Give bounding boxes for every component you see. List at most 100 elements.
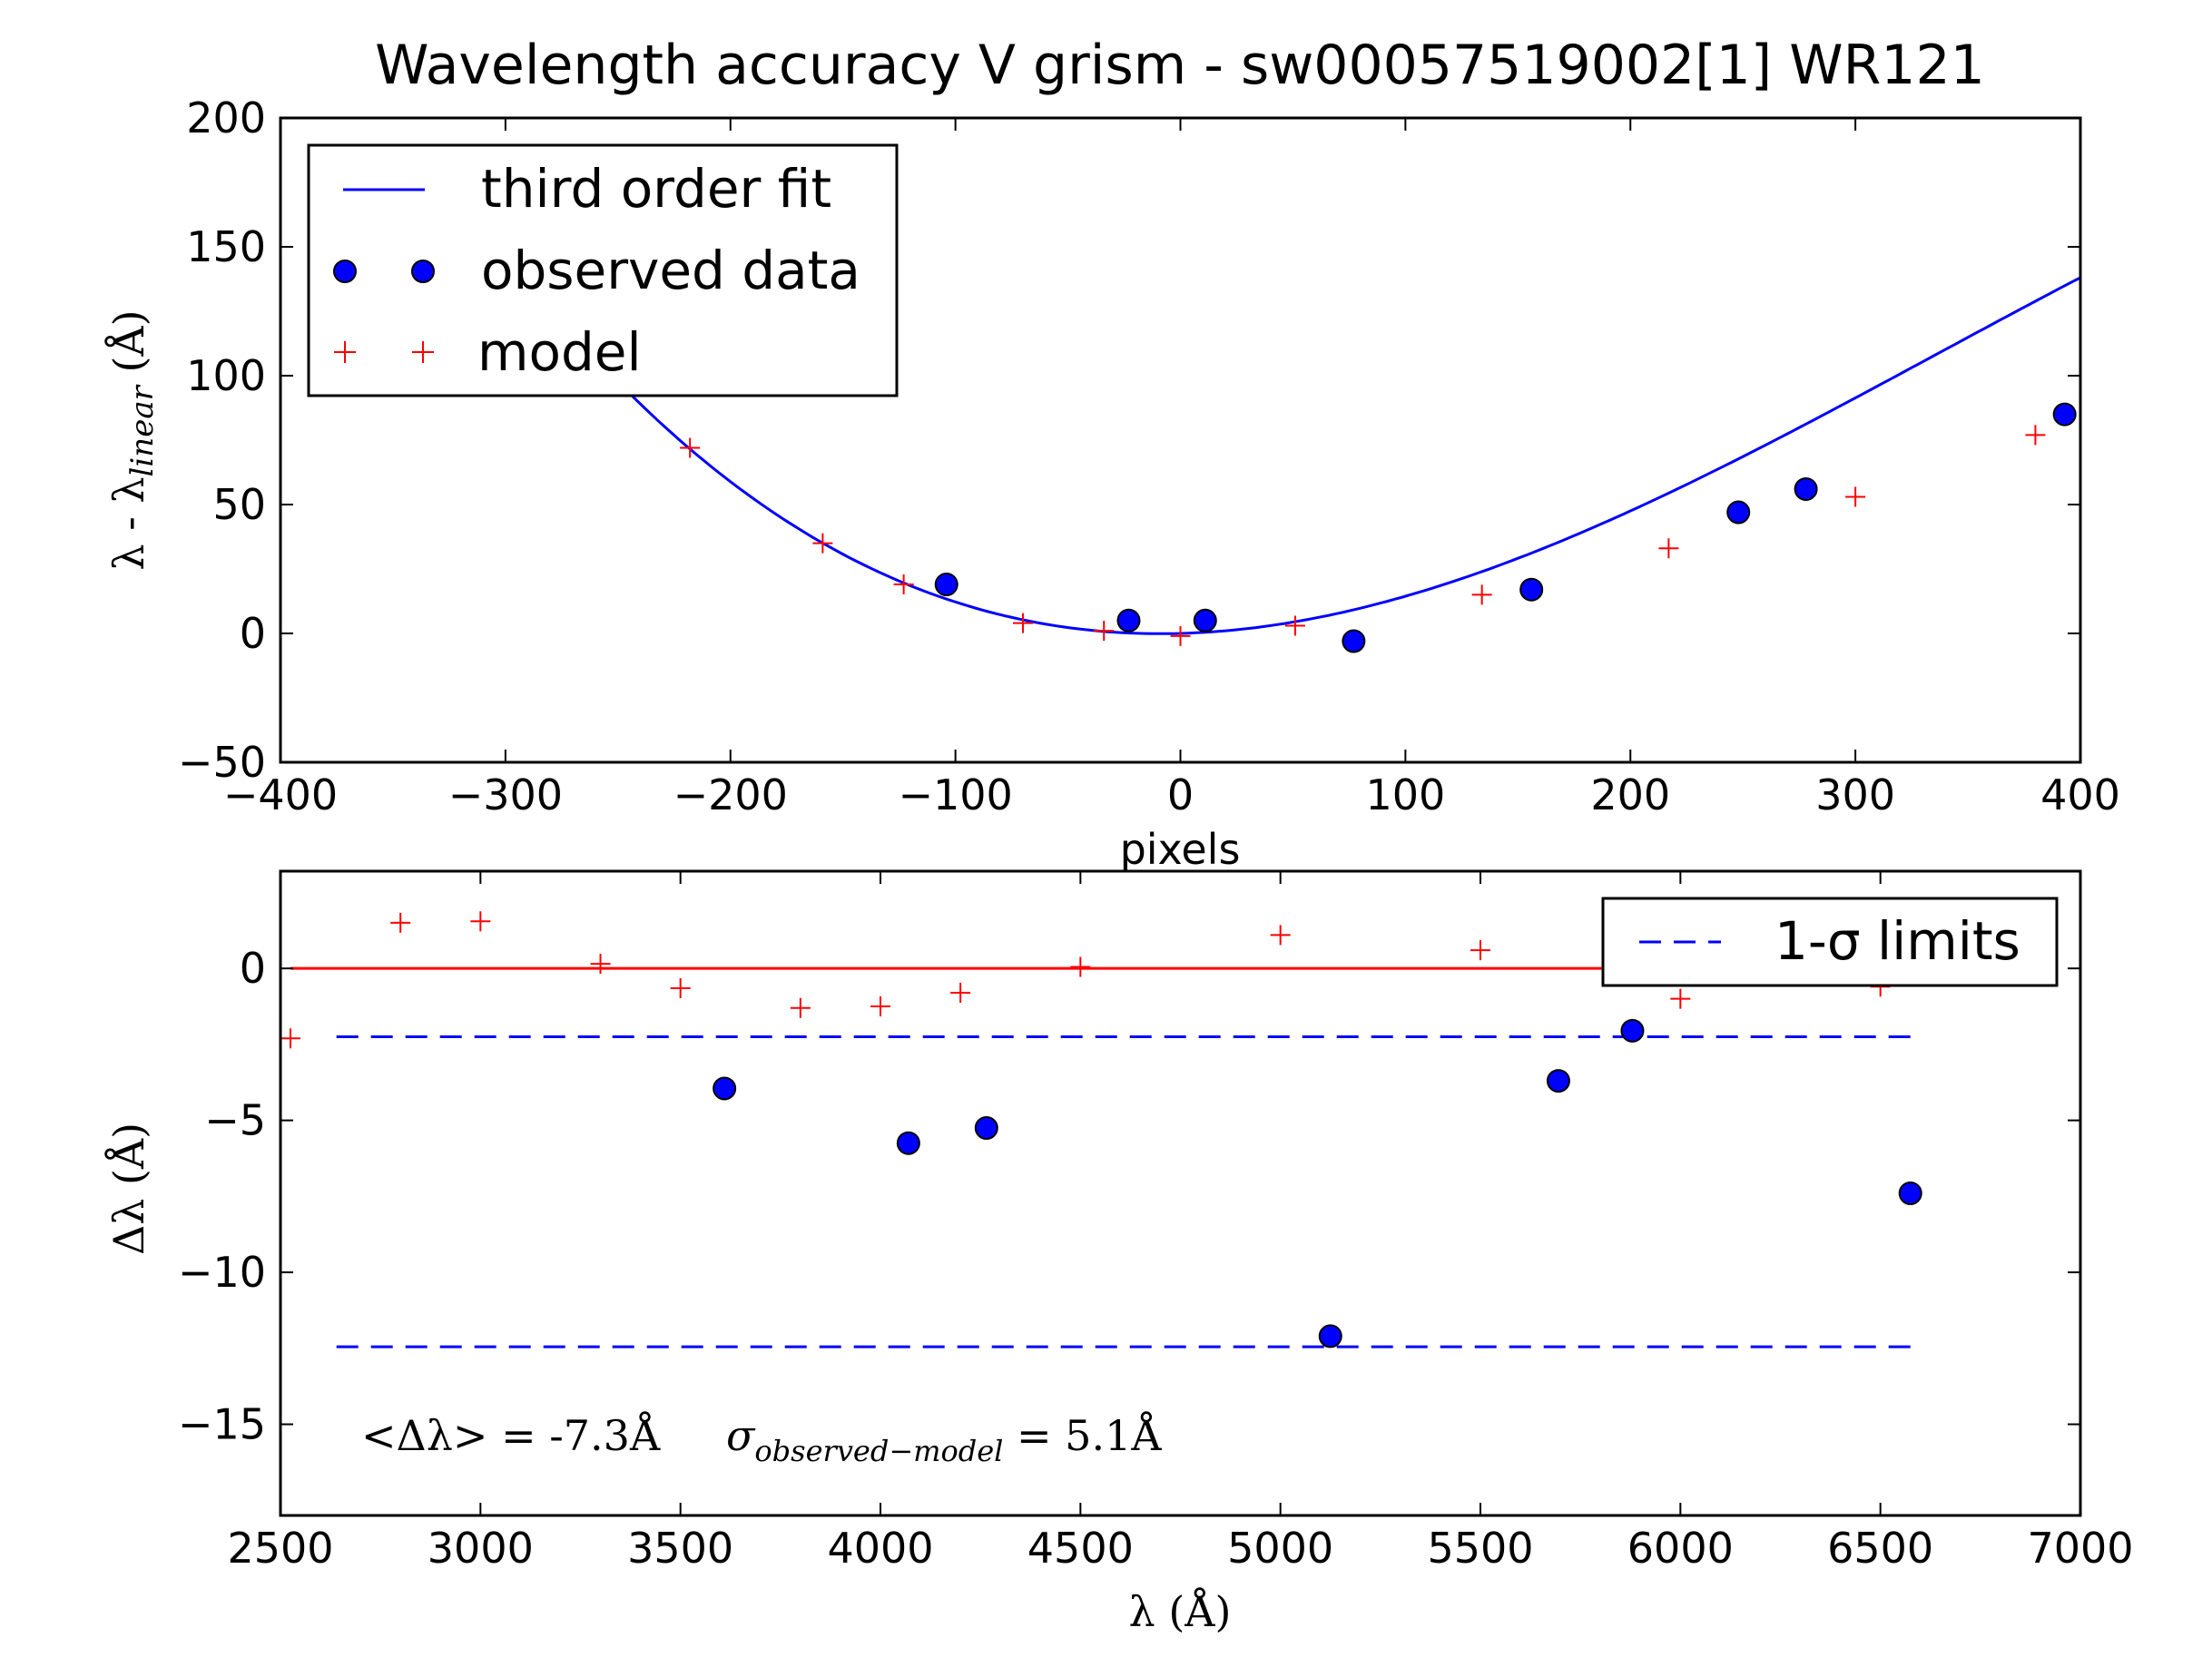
observed-point [1342,629,1366,653]
x-tick-label: 400 [2040,770,2120,819]
observed-point [1620,1018,1645,1043]
top-legend-box [307,143,899,397]
observed-point [896,1131,920,1155]
x-tick-label: 2500 [227,1524,333,1573]
sigma-limit-lines [336,1035,1911,1348]
x-tick-label: 6000 [1627,1524,1734,1573]
model-point [1670,988,1691,1009]
y-tick-label: 100 [186,351,266,400]
model-point [812,533,833,554]
x-tick-label: 300 [1815,770,1895,819]
observed-point [1193,608,1217,632]
observed-point [1546,1069,1570,1093]
model-point [1471,584,1492,605]
x-tick-label: 200 [1590,770,1670,819]
x-tick-label: 0 [1167,770,1194,819]
observed-point [1726,500,1751,525]
chart-title: Wavelength accuracy V grism - sw00057519… [375,34,1985,97]
legend-model-swatch-2 [412,341,434,363]
bottom-panel: 2500 3000 3500 4000 4500 5000 5500 6000 6500 7000… [103,869,2134,1636]
y-tick-label: −50 [178,738,266,787]
model-point [1270,925,1291,946]
top-x-axis: −400 −300 −200 −100 0 100 200 300 400 [223,118,2120,819]
y-tick-label: 150 [186,222,266,271]
top-legend: third order fit observed data model [307,143,899,397]
observed-point [974,1115,998,1140]
model-point [1170,625,1191,646]
model-point [390,912,411,933]
top-model-markers [680,425,2046,646]
legend-observed-swatch-2 [411,260,435,283]
x-tick-label: −100 [898,770,1012,819]
top-panel: −400 −300 −200 −100 0 100 200 300 400 −50 0 50 100 1… [103,93,2120,874]
x-tick-label: 7000 [2027,1524,2133,1573]
top-y-axis: −50 0 50 100 150 200 [178,93,2080,787]
x-tick-label: 5500 [1427,1524,1533,1573]
legend-model-label: model [477,321,642,383]
bottom-plot-frame [279,869,2082,1517]
observed-point [1898,1182,1922,1205]
model-point [1284,615,1305,636]
observed-point [1318,1324,1342,1348]
model-point [1070,956,1091,977]
model-point [470,911,491,932]
model-point [280,1028,301,1049]
top-x-axis-label: pixels [1120,825,1241,874]
x-tick-label: −400 [223,770,338,819]
model-point [1845,486,1866,507]
observed-point [934,573,959,597]
y-tick-label: 0 [240,944,266,993]
top-observed-markers [934,402,2077,653]
observed-point [713,1076,737,1101]
model-point [893,574,914,595]
model-point [950,982,971,1003]
observed-point [1794,476,1818,501]
x-tick-label: 3000 [428,1524,534,1573]
bottom-observed-markers [713,1018,1922,1348]
legend-sigma-label: 1-σ limits [1775,910,2020,972]
model-point [670,977,691,998]
model-point [1658,538,1679,559]
sigma-symbol: σ [726,1411,756,1460]
x-tick-label: 100 [1365,770,1445,819]
y-tick-label: −10 [178,1248,266,1297]
x-tick-label: 3500 [627,1524,733,1573]
bottom-y-axis: −15 −10 −5 0 [178,944,2080,1449]
model-point [870,996,890,1017]
bottom-x-axis-label: λ (Å) [1129,1586,1232,1636]
x-tick-label: 4500 [1027,1524,1134,1573]
model-point [1470,940,1490,961]
legend-model-swatch [334,341,356,363]
legend-observed-label: observed data [481,240,860,301]
observed-point [1519,577,1544,602]
model-point [1012,613,1033,633]
observed-point [1116,608,1141,632]
bottom-legend: 1-σ limits [1601,897,2059,987]
y-tick-label: 50 [212,480,266,529]
legend-fit-label: third order fit [481,158,831,220]
top-y-axis-label: λ - λlinear (Å) [103,309,161,570]
x-tick-label: 4000 [827,1524,933,1573]
mean-offset-annotation: <Δλ> = -7.3Å [361,1410,661,1460]
bottom-model-markers [280,911,1891,1049]
y-tick-label: −5 [204,1096,266,1145]
y-tick-label: 0 [240,609,266,658]
bottom-legend-box [1601,897,2059,987]
x-tick-label: −200 [673,770,788,819]
legend-observed-swatch [333,260,357,283]
sigma-annotation: σobserved−model = 5.1Å [726,1410,1162,1468]
y-tick-label: −15 [178,1400,266,1449]
y-tick-label: 200 [186,93,266,142]
model-point [680,437,701,458]
model-point [790,997,811,1018]
x-tick-label: 6500 [1827,1524,1933,1573]
sigma-subscript: observed−model [754,1434,1003,1468]
sigma-value: = 5.1Å [1003,1410,1162,1460]
observed-point [2052,402,2077,427]
bottom-x-axis: 2500 3000 3500 4000 4500 5000 5500 6000 6500 7000 [227,871,2134,1573]
x-tick-label: 5000 [1227,1524,1333,1573]
third-order-fit-line [605,276,2080,635]
model-point [1094,621,1115,642]
model-point [2025,425,2046,446]
